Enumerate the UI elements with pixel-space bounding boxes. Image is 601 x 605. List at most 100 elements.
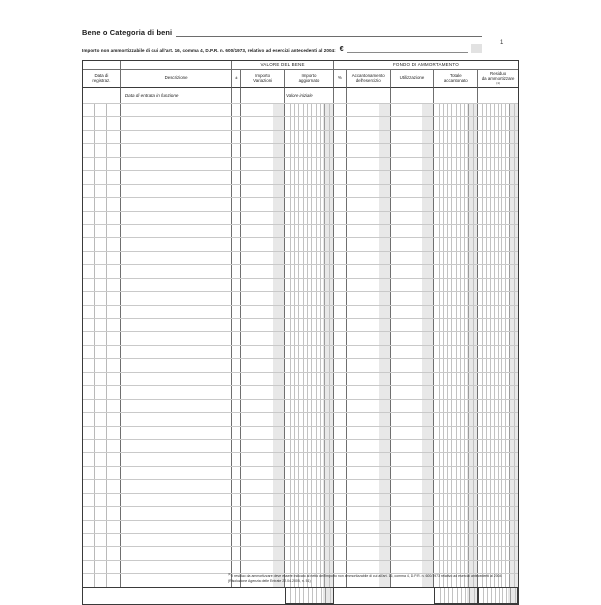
cell-importo-variazioni[interactable] — [241, 184, 286, 198]
date-subcell[interactable] — [83, 319, 96, 332]
date-subcell[interactable] — [83, 251, 96, 265]
cell-data-registraz[interactable] — [83, 130, 121, 144]
cell-percentuale[interactable] — [334, 345, 347, 359]
date-subcell[interactable] — [95, 157, 108, 171]
cell-importo-aggiornato[interactable] — [285, 507, 334, 520]
cell-importo-variazioni[interactable] — [241, 265, 286, 278]
cell-importo-aggiornato[interactable] — [285, 413, 334, 426]
cell-segno[interactable] — [232, 399, 242, 413]
date-subcell[interactable] — [107, 480, 120, 492]
date-subcell[interactable] — [95, 278, 108, 292]
cell-percentuale[interactable] — [334, 466, 347, 480]
cell-utilizzazione[interactable] — [391, 480, 435, 493]
cell-descrizione[interactable] — [121, 292, 233, 305]
cell-utilizzazione[interactable] — [391, 413, 435, 426]
cell-data-registraz[interactable] — [83, 426, 121, 439]
date-subcell[interactable] — [107, 400, 120, 412]
cell-importo-aggiornato[interactable] — [285, 453, 334, 466]
cell-percentuale[interactable] — [334, 130, 347, 144]
cell-descrizione[interactable] — [121, 520, 233, 533]
cell-residuo-da-ammortizzare[interactable] — [478, 560, 518, 574]
date-subcell[interactable] — [83, 345, 96, 359]
cell-accantonamento[interactable] — [347, 117, 391, 130]
table-row[interactable] — [83, 412, 518, 426]
date-subcell[interactable] — [107, 225, 120, 237]
cell-importo-aggiornato[interactable] — [285, 305, 334, 318]
cell-data-registraz[interactable] — [83, 534, 121, 547]
cell-importo-aggiornato[interactable] — [285, 224, 334, 238]
date-subcell[interactable] — [107, 104, 120, 116]
date-subcell[interactable] — [107, 185, 120, 197]
cell-percentuale[interactable] — [334, 265, 347, 278]
cell-totale-accantonato[interactable] — [434, 305, 479, 318]
cell-utilizzazione[interactable] — [391, 507, 435, 520]
cell-descrizione[interactable] — [121, 574, 233, 587]
cell-accantonamento[interactable] — [347, 292, 391, 305]
cell-accantonamento[interactable] — [347, 359, 391, 372]
date-subcell[interactable] — [83, 278, 96, 292]
cell-descrizione[interactable] — [121, 560, 233, 574]
cell-descrizione[interactable] — [121, 507, 233, 520]
cell-percentuale[interactable] — [334, 399, 347, 413]
cell-utilizzazione[interactable] — [391, 547, 435, 560]
cell-importo-variazioni[interactable] — [241, 426, 286, 439]
cell-accantonamento[interactable] — [347, 198, 391, 211]
cell-totale-accantonato[interactable] — [434, 493, 479, 507]
cell-importo-variazioni[interactable] — [241, 493, 286, 507]
cell-percentuale[interactable] — [334, 211, 347, 224]
cell-accantonamento[interactable] — [347, 480, 391, 493]
cell-residuo-da-ammortizzare[interactable] — [478, 480, 518, 493]
date-subcell[interactable] — [107, 265, 120, 277]
date-subcell[interactable] — [83, 238, 96, 251]
cell-accantonamento[interactable] — [347, 278, 391, 292]
cell-segno[interactable] — [232, 480, 242, 493]
date-subcell[interactable] — [107, 158, 120, 170]
cell-residuo-da-ammortizzare[interactable] — [478, 251, 518, 265]
cell-descrizione[interactable] — [121, 426, 233, 439]
cell-importo-aggiornato[interactable] — [285, 426, 334, 439]
cell-accantonamento[interactable] — [347, 493, 391, 507]
cell-totale-accantonato[interactable] — [434, 480, 479, 493]
cell-data-registraz[interactable] — [83, 574, 121, 587]
cell-totale-accantonato[interactable] — [434, 184, 479, 198]
cell-importo-variazioni[interactable] — [241, 520, 286, 533]
date-subcell[interactable] — [107, 561, 120, 573]
cell-utilizzazione[interactable] — [391, 292, 435, 305]
cell-data-registraz[interactable] — [83, 413, 121, 426]
cell-segno[interactable] — [232, 507, 242, 520]
date-subcell[interactable] — [107, 131, 120, 143]
cell-totale-accantonato[interactable] — [434, 386, 479, 399]
cell-totale-accantonato[interactable] — [434, 104, 479, 117]
cell-residuo-da-ammortizzare[interactable] — [478, 305, 518, 318]
cell-data-registraz[interactable] — [83, 144, 121, 157]
cell-data-registraz[interactable] — [83, 480, 121, 493]
cell-accantonamento[interactable] — [347, 574, 391, 587]
cell-utilizzazione[interactable] — [391, 534, 435, 547]
cell-percentuale[interactable] — [334, 184, 347, 198]
cell-percentuale[interactable] — [334, 453, 347, 466]
date-subcell[interactable] — [107, 440, 120, 452]
cell-importo-aggiornato[interactable] — [285, 574, 334, 587]
date-subcell[interactable] — [107, 574, 120, 586]
date-subcell[interactable] — [95, 466, 108, 480]
cell-importo-aggiornato[interactable] — [285, 144, 334, 157]
cell-utilizzazione[interactable] — [391, 426, 435, 439]
cell-data-registraz[interactable] — [83, 399, 121, 413]
cell-totale-accantonato[interactable] — [434, 520, 479, 533]
cell-residuo-da-ammortizzare[interactable] — [478, 144, 518, 157]
cell-data-registraz[interactable] — [83, 278, 121, 292]
date-subcell[interactable] — [83, 198, 96, 211]
date-subcell[interactable] — [83, 413, 96, 426]
cell-accantonamento[interactable] — [347, 453, 391, 466]
cell-accantonamento[interactable] — [347, 332, 391, 345]
cell-segno[interactable] — [232, 184, 242, 198]
cell-segno[interactable] — [232, 238, 242, 251]
cell-descrizione[interactable] — [121, 251, 233, 265]
cell-data-registraz[interactable] — [83, 238, 121, 251]
cell-residuo-da-ammortizzare[interactable] — [478, 211, 518, 224]
cell-totale-accantonato[interactable] — [434, 560, 479, 574]
cell-totale-accantonato[interactable] — [434, 426, 479, 439]
date-subcell[interactable] — [95, 319, 108, 332]
table-row[interactable] — [83, 344, 518, 359]
cell-utilizzazione[interactable] — [391, 104, 435, 117]
